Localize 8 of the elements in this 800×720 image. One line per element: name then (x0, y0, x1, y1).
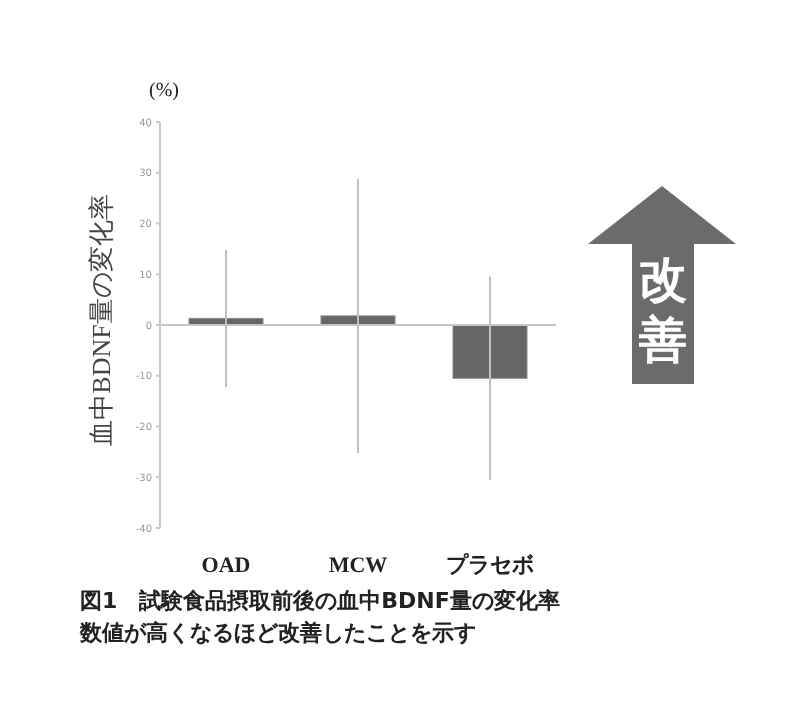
x-tick-label: MCW (328, 554, 388, 578)
y-axis-title: 血中BDNF量の変化率 (86, 194, 116, 446)
text: 数値が高くなるほど改善したことを示す (78, 620, 476, 646)
x-tick-label: OAD (201, 554, 251, 578)
x-tick-label: プラセボ (446, 552, 534, 578)
text: 図1 試験食品摂取前後の血中BDNF量の変化率 (80, 588, 560, 614)
text: (%) (149, 80, 179, 102)
text: 改善 (637, 252, 687, 368)
